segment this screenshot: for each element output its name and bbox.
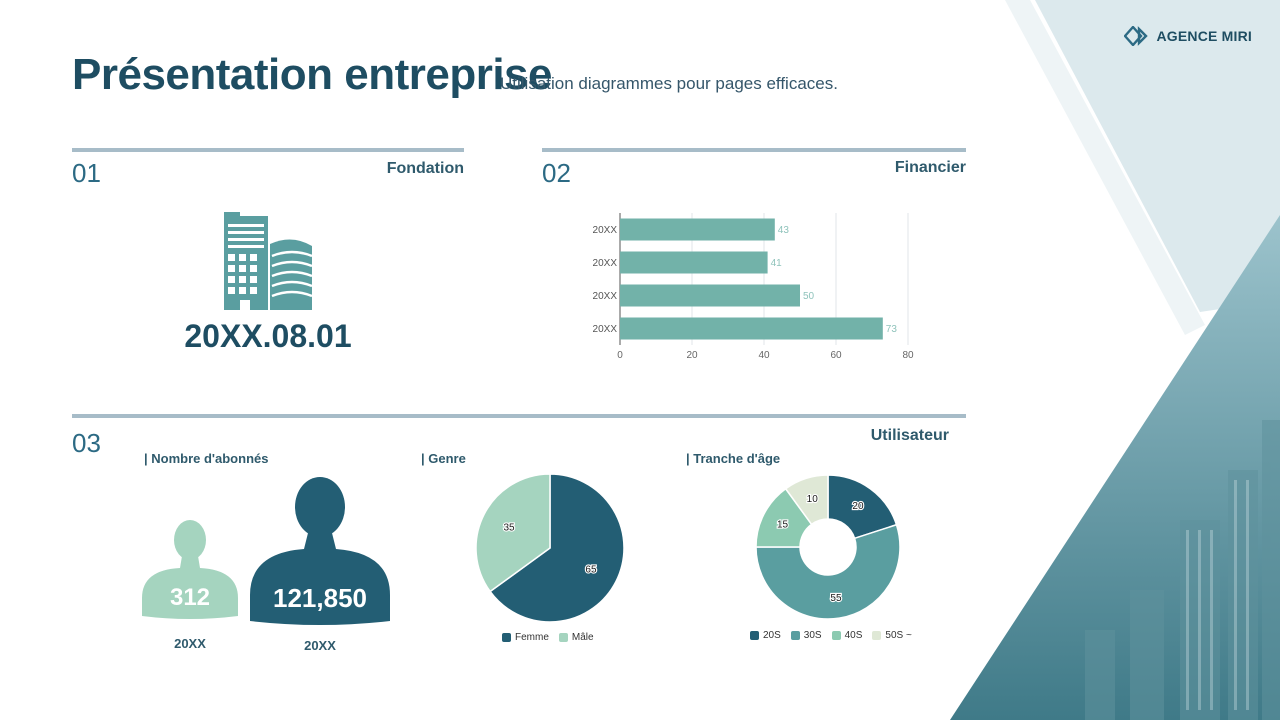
subscribers-caption-2: 20XX — [304, 638, 336, 653]
subscribers-label: | Nombre d'abonnés — [144, 451, 269, 466]
section-03-label: Utilisateur — [870, 427, 949, 444]
section-01-number: 01 — [72, 158, 101, 188]
section-03-divider — [72, 414, 966, 418]
legend-label: 30S — [803, 630, 822, 641]
gender-label: | Genre — [421, 451, 466, 466]
age-label: | Tranche d'âge — [686, 451, 781, 466]
gender-pie-chart: 65 35 — [475, 473, 625, 623]
section-03-number: 03 — [72, 428, 101, 458]
page-subtitle: Utilisation diagrammes pour pages effica… — [500, 74, 838, 93]
age-legend: 20S 30S 40S 50S ~ — [750, 630, 912, 641]
legend-swatch — [790, 631, 800, 640]
legend-item: Femme — [502, 632, 549, 643]
legend-swatch — [502, 633, 511, 642]
brand-name: AGENCE MIRI — [1156, 28, 1252, 44]
gender-legend: Femme Mâle — [502, 632, 594, 643]
bar-data-label: 43 — [778, 225, 790, 236]
slice-data-label: 35 — [503, 523, 515, 534]
section-01-divider — [72, 148, 464, 152]
legend-item: 30S — [790, 630, 822, 641]
y-category-label: 20XX — [593, 291, 618, 302]
x-tick-label: 40 — [758, 350, 770, 361]
pie-slice — [489, 473, 625, 623]
y-category-label: 20XX — [593, 258, 618, 269]
section-02-divider — [542, 148, 966, 152]
bar-data-label: 50 — [803, 291, 815, 302]
section-02-number: 02 — [542, 158, 571, 188]
y-category-label: 20XX — [593, 324, 618, 335]
large-person-icon — [250, 477, 390, 625]
slice-data-label: 15 — [777, 519, 789, 530]
slice-data-label: 20 — [852, 501, 864, 512]
subscribers-caption-1: 20XX — [174, 636, 206, 651]
legend-label: Mâle — [571, 632, 594, 643]
legend-item: Mâle — [558, 632, 594, 643]
small-person-icon — [142, 520, 238, 619]
section-02-label: Financier — [894, 159, 966, 176]
legend-item: 50S ~ — [872, 630, 912, 641]
legend-swatch — [558, 633, 568, 642]
x-tick-label: 80 — [902, 350, 914, 361]
legend-swatch — [831, 631, 841, 640]
legend-label: Femme — [515, 632, 549, 643]
legend-label: 40S — [844, 630, 863, 641]
x-tick-label: 0 — [617, 350, 623, 361]
slice-data-label: 55 — [830, 593, 842, 604]
subscribers-value-1: 312 — [169, 584, 211, 611]
bar-data-label: 73 — [886, 324, 898, 335]
bar — [620, 218, 775, 241]
pie-slice — [755, 523, 901, 620]
bar — [620, 284, 800, 307]
financial-bar-chart: 0 20 40 60 80 20XX 43 20XX 41 20XX 50 20XX 73 — [593, 213, 914, 361]
pie-slice — [827, 474, 898, 540]
pie-slice — [784, 474, 829, 526]
y-category-label: 20XX — [593, 225, 618, 236]
legend-swatch — [872, 631, 882, 640]
legend-label: 50S ~ — [885, 630, 912, 641]
legend-swatch — [750, 631, 759, 640]
bar-data-label: 41 — [771, 258, 783, 269]
pie-slice — [475, 473, 551, 593]
page-title: Présentation entreprise — [72, 50, 553, 99]
slice-data-label: 65 — [585, 564, 597, 575]
slice-data-label: 10 — [807, 494, 819, 505]
brand-logo: AGENCE MIRI — [1124, 26, 1252, 46]
building-icon — [224, 212, 313, 310]
x-tick-label: 60 — [830, 350, 842, 361]
age-donut-chart: 20 55 15 10 — [755, 474, 901, 620]
subscribers-value-2: 121,850 — [273, 583, 367, 613]
legend-item: 40S — [831, 630, 863, 641]
section-01-label: Fondation — [386, 160, 464, 177]
legend-label: 20S — [763, 630, 781, 641]
foundation-date: 20XX.08.01 — [184, 318, 352, 354]
bar — [620, 251, 768, 274]
diamond-logo-icon — [1124, 26, 1149, 46]
x-tick-label: 20 — [686, 350, 698, 361]
bar — [620, 317, 883, 340]
legend-item: 20S — [750, 630, 781, 641]
